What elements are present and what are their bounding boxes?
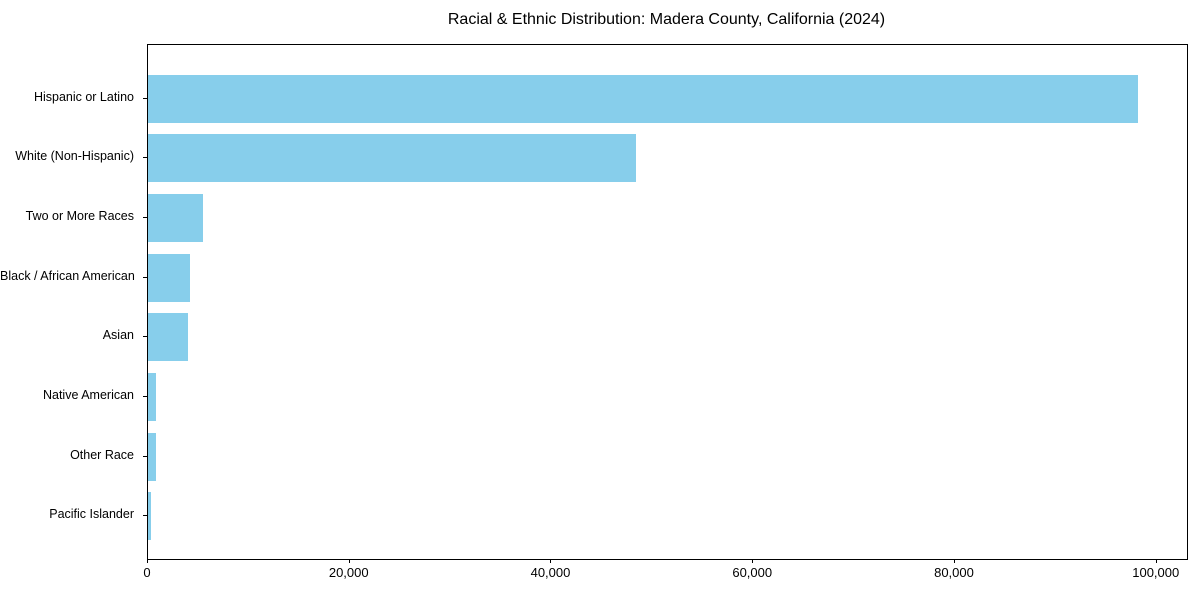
x-tick-label-60000: 60,000 bbox=[732, 565, 773, 580]
x-tick-label-40000: 40,000 bbox=[530, 565, 571, 580]
y-tick-two-or-more-races bbox=[143, 217, 147, 219]
y-tick-white-non-hispanic bbox=[143, 157, 147, 159]
x-tick-0 bbox=[147, 559, 148, 563]
y-tick-pacific-islander bbox=[143, 515, 147, 517]
y-tick-label-white-non-hispanic: White (Non-Hispanic) bbox=[15, 149, 134, 164]
x-tick-label-20000: 20,000 bbox=[328, 565, 369, 580]
y-tick-label-pacific-islander: Pacific Islander bbox=[49, 507, 134, 522]
bar-black-african-american bbox=[148, 253, 191, 302]
chart-title: Racial & Ethnic Distribution: Madera Cou… bbox=[447, 11, 886, 28]
bar-native-american bbox=[148, 373, 157, 421]
bar-two-or-more-races bbox=[148, 194, 204, 243]
y-tick-asian bbox=[143, 336, 147, 338]
y-tick-label-other-race: Other Race bbox=[70, 447, 134, 462]
x-tick-label-0: 0 bbox=[143, 565, 151, 580]
bar-other-race bbox=[148, 432, 156, 481]
y-tick-label-hispanic-or-latino: Hispanic or Latino bbox=[33, 89, 134, 104]
plot-area bbox=[147, 44, 1188, 560]
x-tick-100000 bbox=[1155, 559, 1157, 563]
x-tick-40000 bbox=[550, 559, 552, 563]
bar-hispanic-or-latino bbox=[148, 74, 1138, 123]
bar-white-non-hispanic bbox=[148, 134, 637, 183]
y-tick-label-two-or-more-races: Two or More Races bbox=[25, 209, 134, 224]
y-tick-hispanic-or-latino bbox=[143, 97, 147, 99]
x-tick-80000 bbox=[953, 559, 955, 563]
x-tick-label-100000: 100,000 bbox=[1132, 565, 1180, 580]
bar-pacific-islander bbox=[148, 492, 151, 541]
y-tick-black-african-american bbox=[143, 276, 147, 278]
y-tick-label-black-african-american: Black / African American bbox=[0, 268, 135, 283]
y-tick-label-native-american: Native American bbox=[42, 388, 134, 402]
bar-asian bbox=[148, 313, 188, 362]
y-tick-other-race bbox=[143, 455, 147, 457]
x-tick-label-80000: 80,000 bbox=[934, 565, 974, 580]
y-tick-native-american bbox=[143, 396, 147, 397]
y-tick-label-asian: Asian bbox=[102, 328, 134, 343]
x-tick-60000 bbox=[752, 559, 754, 563]
x-tick-20000 bbox=[348, 559, 350, 563]
